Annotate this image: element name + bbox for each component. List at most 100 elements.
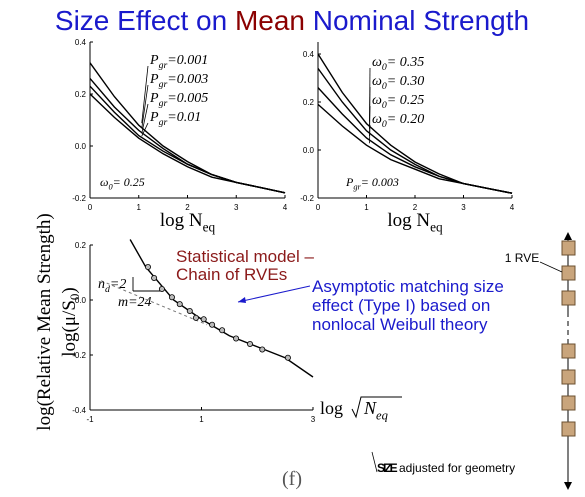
data-point — [201, 317, 206, 322]
x-label: log — [320, 398, 343, 418]
x-tick-label: 3 — [234, 203, 239, 212]
series-label: ω0= 0.25 — [372, 93, 424, 111]
x-tick-label: -1 — [86, 415, 94, 424]
label-pointer — [370, 125, 371, 143]
series-label-part: ω — [372, 55, 382, 70]
series-label: Pgr=0.01 — [149, 110, 201, 128]
data-point — [193, 315, 198, 320]
series-label: Pgr=0.003 — [149, 72, 208, 90]
chain-label: 1 RVE — [505, 251, 539, 265]
data-point — [169, 295, 174, 300]
y-tick-label: 0.0 — [75, 296, 87, 305]
y-tick-label: 0.2 — [75, 90, 87, 99]
series-label-part: =0.005 — [167, 91, 208, 106]
panel-note-part: ω — [100, 175, 108, 189]
title: Size Effect on Mean Nominal Strength — [55, 5, 529, 36]
x-tick-label: 1 — [364, 203, 369, 212]
series-label-part: =0.01 — [167, 110, 201, 125]
y-tick-label: -0.2 — [72, 351, 86, 360]
series-label-part: =0.001 — [167, 53, 208, 68]
x-label-radicand-part: N — [363, 398, 377, 418]
x-label-part: eq — [430, 220, 443, 235]
series-label-part: = 0.30 — [387, 74, 424, 89]
series-label: ω0= 0.20 — [372, 112, 424, 130]
x-tick-label: 3 — [311, 415, 316, 424]
y-tick-label: 0.4 — [75, 38, 87, 47]
series-label-part: P — [149, 53, 159, 68]
theory-label: effect (Type I) based on — [312, 296, 490, 315]
slope-m: m=24 — [118, 295, 152, 310]
x-tick-label: 0 — [88, 203, 93, 212]
y-label: log(Relative Mean Strength) — [34, 213, 55, 430]
panel-note-part: = 0.003 — [361, 175, 399, 189]
series-label-part: gr — [159, 117, 168, 128]
series-label-part: = 0.35 — [387, 55, 424, 70]
data-point — [233, 336, 238, 341]
series-label-part: = 0.20 — [387, 112, 424, 127]
x-label-radicand-part: eq — [376, 408, 388, 422]
series-label: ω0= 0.30 — [372, 74, 424, 92]
y-label-part: ) — [59, 287, 80, 293]
rve-box — [562, 422, 575, 436]
series-label-part: P — [149, 91, 159, 106]
x-label: log Neq — [160, 210, 216, 235]
theory-label: nonlocal Weibull theory — [312, 315, 488, 334]
series-label: ω0= 0.35 — [372, 55, 424, 73]
series-label-part: =0.003 — [167, 72, 208, 87]
slope-n-part: n — [98, 277, 105, 292]
rve-chain — [540, 232, 575, 490]
data-point — [187, 308, 192, 313]
size-note-rest: adjusted for geometry — [396, 461, 515, 475]
rve-box — [562, 291, 575, 305]
x-label-part: log N — [160, 210, 203, 231]
slope-n: nd=2 — [98, 277, 126, 295]
rve-pointer — [540, 262, 562, 272]
data-point — [159, 286, 164, 291]
theory-pointer — [238, 286, 310, 302]
panel-note: Pgr= 0.003 — [345, 175, 399, 192]
series-label-part: ω — [372, 74, 382, 89]
model-label: Statistical model – — [176, 247, 314, 266]
x-tick-label: 1 — [137, 203, 142, 212]
y-tick-label: 0.2 — [75, 241, 87, 250]
title-part: Size Effect on — [55, 5, 235, 36]
rve-box — [562, 344, 575, 358]
data-point — [209, 322, 214, 327]
series-label-part: ω — [372, 112, 382, 127]
x-label: log Neq — [387, 210, 443, 235]
rve-box — [562, 266, 575, 280]
theory-arrowhead — [238, 297, 246, 303]
caption: (f) — [282, 468, 302, 490]
y-tick-label: 0.4 — [303, 50, 315, 59]
series-label: Pgr=0.005 — [149, 91, 208, 109]
x-tick-label: 3 — [461, 203, 466, 212]
title-part: Nominal Strength — [305, 5, 529, 36]
y-tick-label: 0.2 — [303, 98, 315, 107]
model-label: Chain of RVEs — [176, 265, 287, 284]
size-note-bold: SIZE — [377, 461, 398, 475]
series-label-part: = 0.25 — [387, 93, 424, 108]
x-tick-label: 1 — [199, 415, 204, 424]
series-label-part: P — [149, 72, 159, 87]
x-tick-label: 4 — [510, 203, 515, 212]
y-tick-label: -0.2 — [300, 194, 314, 203]
y-tick-label: -0.4 — [72, 406, 86, 415]
x-tick-label: 0 — [316, 203, 321, 212]
series-label-part: gr — [159, 98, 168, 109]
theory-label: Asymptotic matching size — [312, 277, 504, 296]
x-label-radicand: Neq — [363, 398, 388, 422]
series-label-part: P — [149, 110, 159, 125]
y-tick-label: 0.0 — [75, 142, 87, 151]
data-point — [247, 341, 252, 346]
panel-note-part: = 0.25 — [113, 175, 145, 189]
y-tick-label: 0.0 — [303, 146, 315, 155]
data-point — [177, 302, 182, 307]
rve-box — [562, 396, 575, 410]
data-point — [145, 264, 150, 269]
title-highlight: Mean — [235, 5, 305, 36]
data-point — [260, 347, 265, 352]
x-label-part: log N — [387, 210, 430, 231]
label-pointer — [142, 66, 148, 123]
rve-box — [562, 370, 575, 384]
series-label-part: ω — [372, 93, 382, 108]
